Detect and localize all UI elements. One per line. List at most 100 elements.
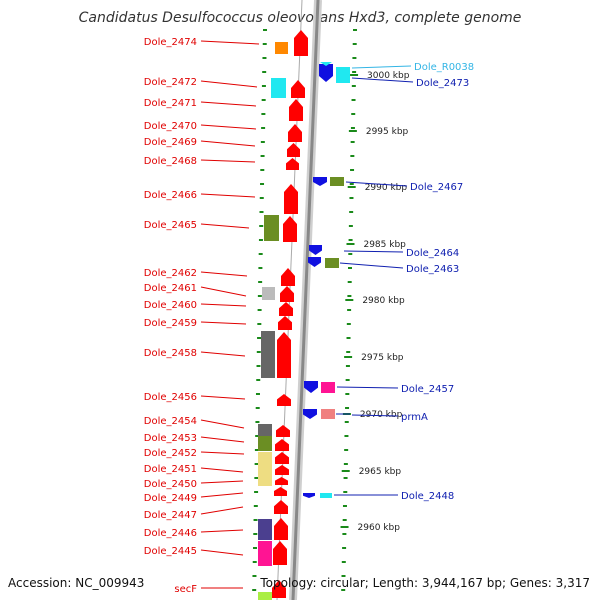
leader-line [200, 321, 247, 325]
leader-line [200, 351, 246, 357]
feature-label-text: Dole_2471 [144, 98, 197, 109]
forward-gene [277, 394, 291, 406]
feature-label-text: Dole_2452 [144, 448, 197, 459]
leader-line [200, 80, 258, 88]
forward-gene [289, 99, 303, 121]
reverse-gene [319, 64, 333, 82]
tick-label: 2975 kbp [361, 353, 404, 363]
left-feature-label: Dole_2458 [144, 348, 246, 359]
trna-marker [320, 62, 332, 66]
forward-gene [275, 452, 289, 464]
forward-gene [278, 316, 292, 330]
colored-gene [320, 493, 332, 498]
forward-gene [280, 286, 294, 302]
forward-gene [287, 143, 300, 157]
leader-line [345, 181, 408, 187]
outer-rail-right [341, 29, 357, 591]
left-feature-label: secF [174, 584, 243, 595]
features [258, 30, 350, 600]
feature-label-text: Dole_2461 [144, 283, 197, 294]
reverse-gene [303, 493, 315, 498]
leader-line [200, 271, 248, 277]
left-feature-label: Dole_2447 [144, 506, 244, 521]
accession-text: Accession: NC_009943 [8, 576, 144, 590]
tick-marks: 3000 kbp 2995 kbp 2990 kbp 2985 kbp 2980 kbp… [340, 71, 410, 533]
reverse-gene [308, 257, 321, 267]
tick-label: 2985 kbp [363, 240, 406, 250]
tick-label: 2960 kbp [358, 523, 401, 533]
leader-line [200, 395, 246, 400]
feature-label-text: Dole_2466 [144, 190, 197, 201]
colored-gene [258, 436, 272, 451]
forward-gene [281, 268, 295, 286]
leader-line [351, 77, 414, 83]
leader-line [200, 506, 244, 515]
forward-gene [286, 158, 299, 170]
forward-gene [276, 425, 290, 437]
left-feature-label: Dole_2451 [144, 464, 244, 475]
left-feature-label: Dole_2452 [144, 448, 245, 459]
leader-line [200, 436, 245, 443]
tick-label: 3000 kbp [367, 71, 410, 81]
colored-gene [258, 452, 272, 466]
feature-label-text: Dole_2462 [144, 268, 197, 279]
feature-label-text: Dole_2456 [144, 392, 197, 403]
forward-gene [283, 216, 297, 242]
reverse-gene [303, 409, 317, 419]
feature-label-text: Dole_2447 [144, 510, 197, 521]
feature-label-text: Dole_2457 [401, 384, 454, 395]
right-feature-label: prmA [336, 412, 428, 423]
forward-gene [279, 302, 293, 316]
colored-gene [271, 78, 286, 98]
feature-label-text: Dole_2453 [144, 433, 197, 444]
leader-line [339, 262, 404, 269]
left-feature-label: Dole_2470 [144, 121, 257, 132]
forward-gene [275, 465, 289, 475]
feature-label-text: prmA [401, 412, 428, 423]
left-feature-label: Dole_2446 [144, 528, 244, 539]
forward-gene [274, 518, 288, 540]
left-feature-label: Dole_2471 [144, 98, 257, 109]
leader-line [200, 101, 257, 107]
feature-label-text: secF [174, 584, 197, 595]
left-feature-label: Dole_2465 [144, 220, 250, 231]
right-feature-label: Dole_2463 [339, 262, 459, 275]
colored-gene [258, 592, 272, 600]
forward-gene [291, 80, 305, 98]
leader-line [200, 529, 244, 533]
colored-gene [321, 382, 335, 393]
feature-label-text: Dole_2474 [144, 37, 197, 48]
feature-label-text: Dole_2449 [144, 493, 197, 504]
feature-label-text: Dole_2460 [144, 300, 197, 311]
forward-gene [272, 580, 286, 598]
tick-label: 2990 kbp [365, 183, 408, 193]
colored-gene [330, 177, 344, 186]
left-feature-label: Dole_2456 [144, 392, 246, 403]
feature-label-text: Dole_2459 [144, 318, 197, 329]
feature-label-text: Dole_2464 [406, 248, 459, 259]
right-feature-label: Dole_R0038 [351, 62, 474, 73]
right-feature-label: Dole_2464 [343, 248, 459, 259]
track-layer: 3000 kbp 2995 kbp 2990 kbp 2985 kbp 2980 kbp… [252, 0, 410, 600]
left-feature-label: Dole_2462 [144, 268, 248, 279]
forward-gene [273, 541, 287, 565]
colored-gene [262, 287, 275, 300]
feature-label-text: Dole_2458 [144, 348, 197, 359]
feature-label-text: Dole_2446 [144, 528, 197, 539]
topology-info: Topology: circular; Length: 3,944,167 bp… [259, 576, 590, 590]
leader-line [336, 386, 399, 389]
colored-gene [258, 466, 272, 486]
forward-gene [274, 487, 287, 496]
colored-gene [258, 541, 272, 566]
right-feature-label: Dole_2473 [351, 77, 469, 89]
right-feature-label: Dole_2448 [334, 491, 454, 502]
leader-line [200, 480, 244, 484]
feature-label-text: Dole_2468 [144, 156, 197, 167]
feature-label-text: Dole_2448 [401, 491, 454, 502]
colored-gene [325, 258, 339, 268]
colored-gene [261, 331, 275, 378]
right-feature-label: Dole_2467 [345, 181, 463, 193]
left-feature-label: Dole_2450 [144, 479, 244, 490]
left-feature-label: Dole_2461 [144, 283, 247, 297]
